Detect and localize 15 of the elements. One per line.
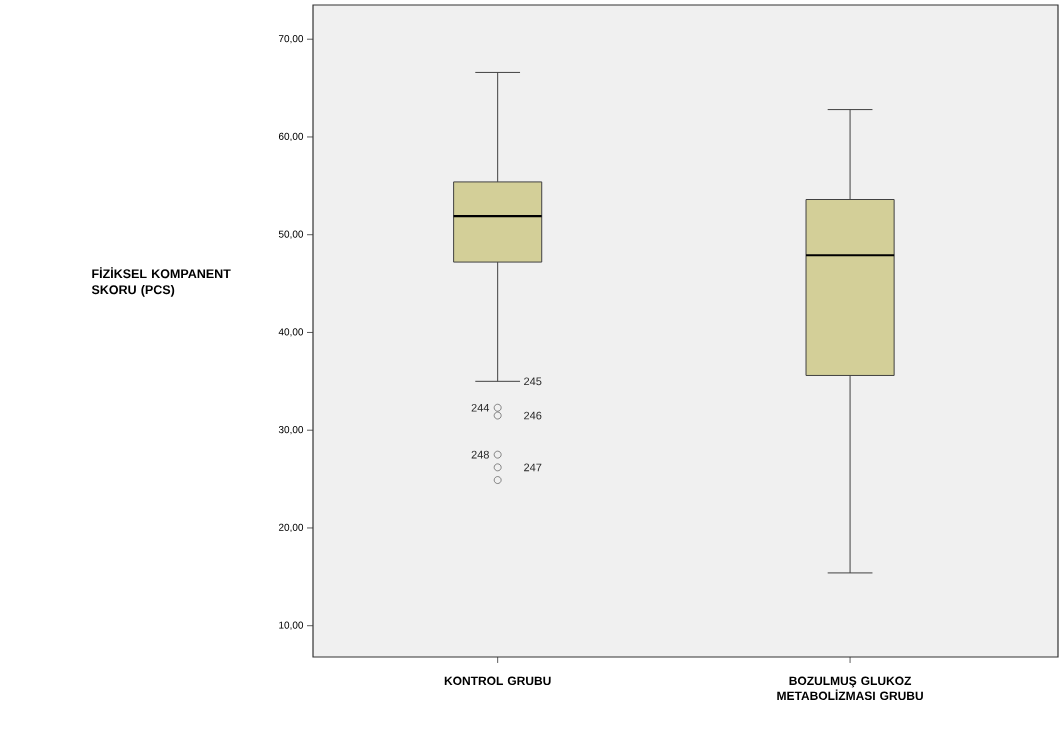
y-tick-label: 70,00: [278, 35, 304, 44]
annotation: 244: [471, 403, 490, 412]
y-tick-label: 40,00: [278, 328, 304, 337]
y-tick-label: 30,00: [278, 426, 304, 435]
y-axis-title: FİZİKSEL KOMPANENT SKORU (PCS): [91, 267, 231, 297]
y-tick-label: 20,00: [278, 523, 304, 533]
y-tick-label: 60,00: [278, 132, 304, 142]
annotation: 247: [524, 463, 542, 472]
annotation: 248: [471, 450, 489, 459]
y-tick-label: 10,00: [279, 621, 304, 630]
x-tick-label: KONTROL GRUBU: [444, 676, 551, 686]
annotation: 246: [524, 411, 542, 420]
annotation: 245: [524, 377, 542, 386]
y-tick-label: 50,00: [278, 230, 304, 239]
x-tick-label: BOZULMUŞ GLUKOZ METABOLİZMASI GRUBU: [777, 676, 923, 701]
